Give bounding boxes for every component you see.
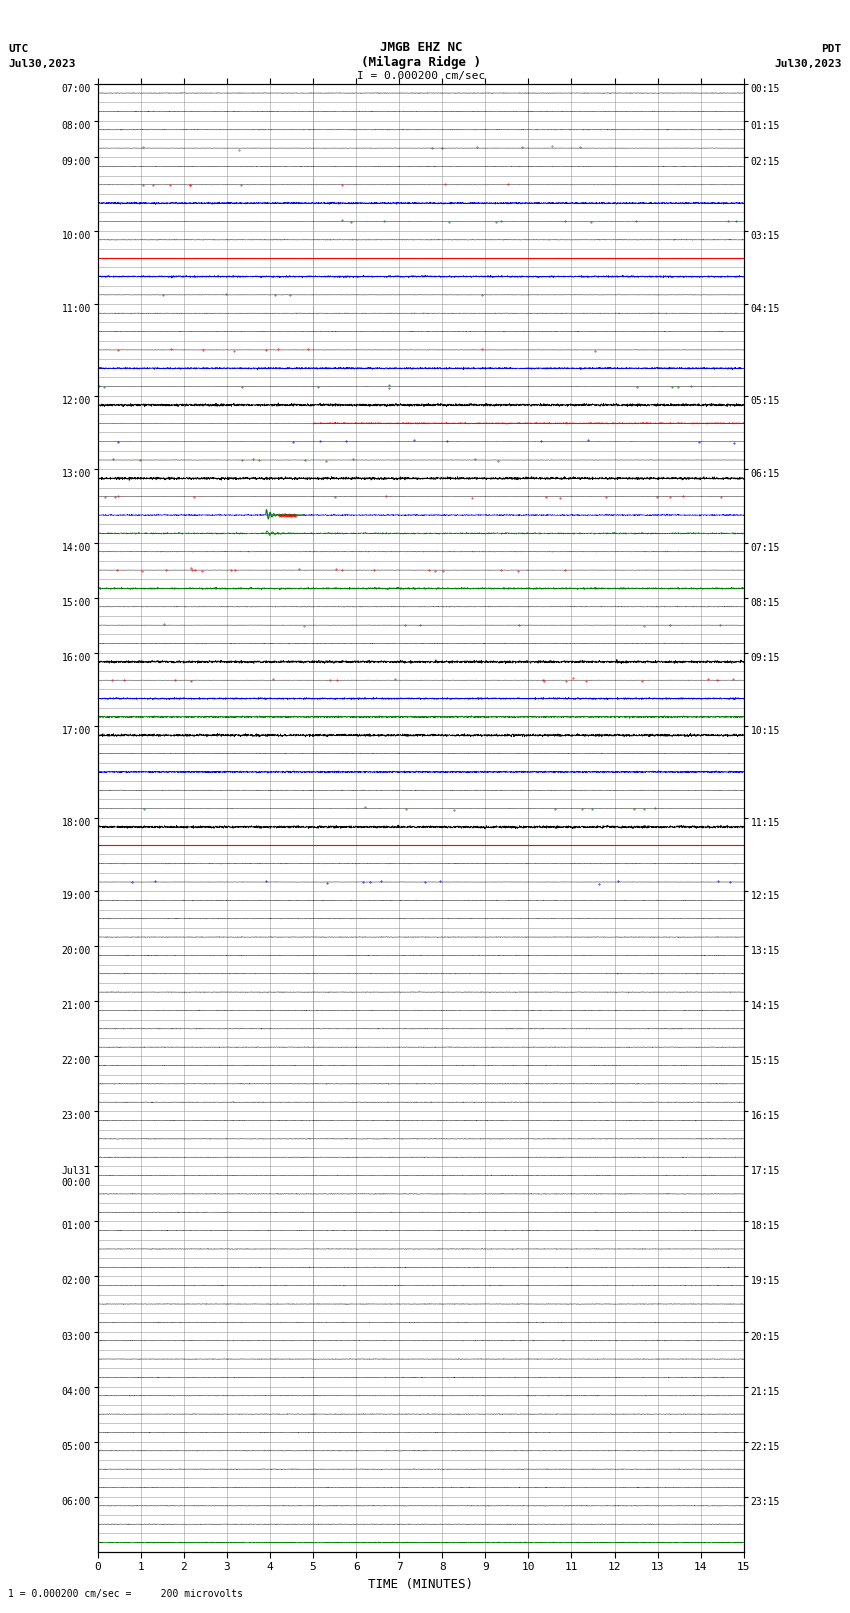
- Text: Jul30,2023: Jul30,2023: [774, 60, 842, 69]
- Text: 1 = 0.000200 cm/sec =     200 microvolts: 1 = 0.000200 cm/sec = 200 microvolts: [8, 1589, 243, 1598]
- X-axis label: TIME (MINUTES): TIME (MINUTES): [368, 1578, 473, 1590]
- Text: (Milagra Ridge ): (Milagra Ridge ): [360, 56, 481, 69]
- Text: Jul30,2023: Jul30,2023: [8, 60, 76, 69]
- Text: PDT: PDT: [821, 44, 842, 53]
- Text: JMGB EHZ NC: JMGB EHZ NC: [379, 40, 462, 53]
- Text: UTC: UTC: [8, 44, 29, 53]
- Text: I = 0.000200 cm/sec: I = 0.000200 cm/sec: [357, 71, 484, 82]
